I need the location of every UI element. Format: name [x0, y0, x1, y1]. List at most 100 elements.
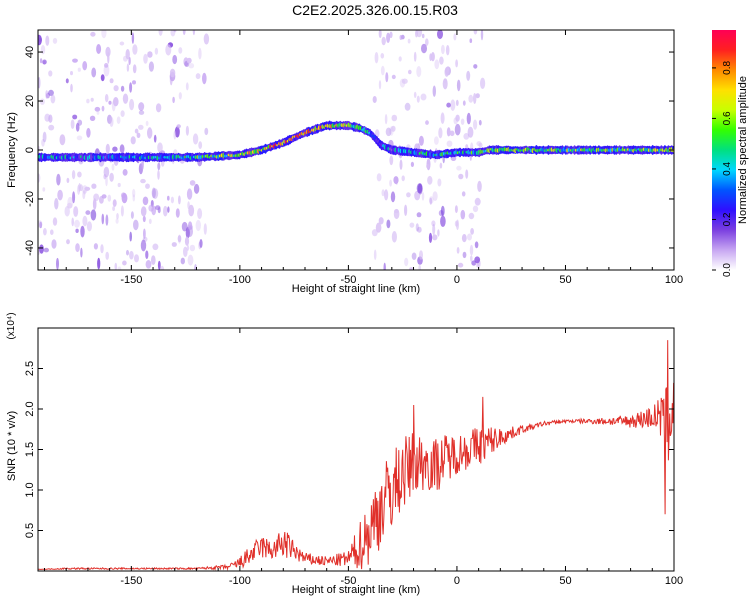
heatmap-noise-cell — [478, 119, 482, 126]
heatmap-noise-cell — [426, 164, 430, 169]
heatmap-noise-cell — [442, 78, 448, 90]
heatmap-noise-cell — [391, 114, 398, 122]
heatmap-noise-cell — [103, 166, 110, 178]
heatmap-noise-cell — [439, 162, 443, 169]
heatmap-noise-cell — [438, 127, 443, 139]
y-tick-label: -40 — [24, 240, 36, 256]
heatmap-noise-cell — [425, 120, 429, 125]
snr-panel: -150 -100 -50 0 50 100 0.5 1.0 1.5 2.0 2.5 Height… — [6, 312, 683, 596]
heatmap-noise-cell — [48, 124, 55, 131]
heatmap-noise-cell — [117, 182, 121, 188]
heatmap-noise-cell — [151, 255, 156, 265]
heatmap-noise-cell — [101, 194, 107, 199]
heatmap-noise-cell — [86, 221, 92, 232]
heatmap-x-ticks: -150 -100 -50 0 50 100 — [44, 30, 683, 286]
heatmap-noise-cell — [71, 170, 76, 180]
heatmap-noise-cell — [470, 228, 474, 235]
heatmap-noise-cell — [440, 112, 445, 124]
heatmap-noise-cell — [129, 250, 134, 260]
heatmap-noise-cell — [469, 38, 473, 43]
heatmap-noise-cell — [67, 196, 74, 209]
heatmap-noise-cell — [45, 35, 50, 46]
heatmap-noise-cell — [38, 173, 41, 183]
heatmap-noise-cell — [187, 254, 194, 266]
heatmap-noise-cell — [107, 194, 112, 202]
heatmap-noise-cell — [54, 198, 59, 210]
heatmap-noise-cell — [473, 119, 478, 130]
heatmap-noise-cell — [101, 105, 105, 112]
heatmap-noise-cell — [416, 183, 423, 194]
heatmap-noise-cell — [389, 155, 394, 166]
heatmap-noise-cell — [65, 78, 69, 84]
heatmap-noise-cell — [84, 186, 91, 191]
y-tick-label: 0.5 — [24, 523, 36, 538]
heatmap-noise-cell — [465, 169, 469, 179]
heatmap-cells — [38, 30, 674, 270]
heatmap-noise-cell — [202, 72, 207, 85]
heatmap-noise-cell — [457, 262, 464, 268]
heatmap-noise-cell — [186, 244, 190, 251]
heatmap-noise-cell — [413, 91, 417, 98]
heatmap-noise-cell — [391, 231, 397, 243]
heatmap-noise-cell — [187, 226, 193, 238]
heatmap-noise-cell — [390, 191, 396, 203]
heatmap-noise-cell — [90, 209, 97, 221]
heatmap-noise-cell — [38, 77, 41, 89]
heatmap-noise-cell — [177, 234, 182, 244]
heatmap-noise-cell — [385, 72, 389, 83]
heatmap-noise-cell — [97, 257, 101, 270]
heatmap-noise-cell — [417, 226, 422, 233]
heatmap-noise-cell — [463, 133, 470, 140]
heatmap-noise-cell — [399, 78, 406, 88]
heatmap-noise-cell — [418, 264, 421, 270]
heatmap-noise-cell — [172, 96, 175, 104]
snr-series — [38, 340, 674, 571]
heatmap-noise-cell — [449, 130, 455, 137]
heatmap-noise-cell — [477, 180, 482, 192]
heatmap-noise-cell — [385, 127, 392, 137]
heatmap-noise-cell — [446, 140, 453, 147]
heatmap-noise-cell — [130, 136, 136, 145]
heatmap-noise-cell — [186, 57, 192, 64]
heatmap-noise-cell — [445, 45, 450, 56]
heatmap-noise-cell — [437, 178, 442, 187]
heatmap-noise-cell — [380, 53, 385, 59]
heatmap-noise-cell — [114, 262, 118, 270]
heatmap-noise-cell — [432, 234, 438, 241]
heatmap-noise-cell — [198, 47, 202, 60]
heatmap-noise-cell — [112, 146, 118, 152]
heatmap-noise-cell — [145, 120, 149, 126]
heatmap-noise-cell — [122, 169, 128, 176]
heatmap-noise-cell — [143, 228, 146, 240]
heatmap-noise-cell — [79, 184, 83, 192]
heatmap-noise-cell — [421, 33, 425, 39]
heatmap-noise-cell — [90, 97, 94, 102]
heatmap-noise-cell — [155, 103, 162, 113]
heatmap-noise-cell — [434, 136, 439, 145]
heatmap-noise-cell — [167, 206, 170, 213]
heatmap-noise-cell — [386, 219, 391, 229]
heatmap-noise-cell — [466, 112, 471, 125]
heatmap-noise-cell — [77, 67, 81, 72]
heatmap-noise-cell — [165, 44, 172, 56]
heatmap-noise-cell — [113, 85, 119, 92]
heatmap-noise-cell — [129, 98, 135, 111]
heatmap-noise-cell — [188, 62, 195, 69]
colorbar-tick-label: 0.0 — [722, 263, 733, 277]
snr-y-ticks: 0.5 1.0 1.5 2.0 2.5 — [24, 361, 674, 538]
y-tick-label: 20 — [24, 95, 36, 107]
heatmap-noise-cell — [48, 114, 53, 123]
heatmap-noise-cell — [73, 206, 79, 217]
snr-x-ticks: -150 -100 -50 0 50 100 — [44, 328, 683, 587]
heatmap-noise-cell — [66, 177, 70, 183]
heatmap-noise-cell — [120, 110, 125, 117]
heatmap-noise-cell — [91, 67, 97, 78]
heatmap-noise-cell — [138, 110, 145, 115]
heatmap-noise-cell — [455, 99, 459, 106]
heatmap-noise-cell — [132, 64, 137, 74]
heatmap-noise-cell — [375, 222, 382, 233]
heatmap-noise-cell — [38, 37, 43, 42]
heatmap-noise-cell — [107, 51, 110, 64]
heatmap-noise-cell — [57, 189, 63, 201]
